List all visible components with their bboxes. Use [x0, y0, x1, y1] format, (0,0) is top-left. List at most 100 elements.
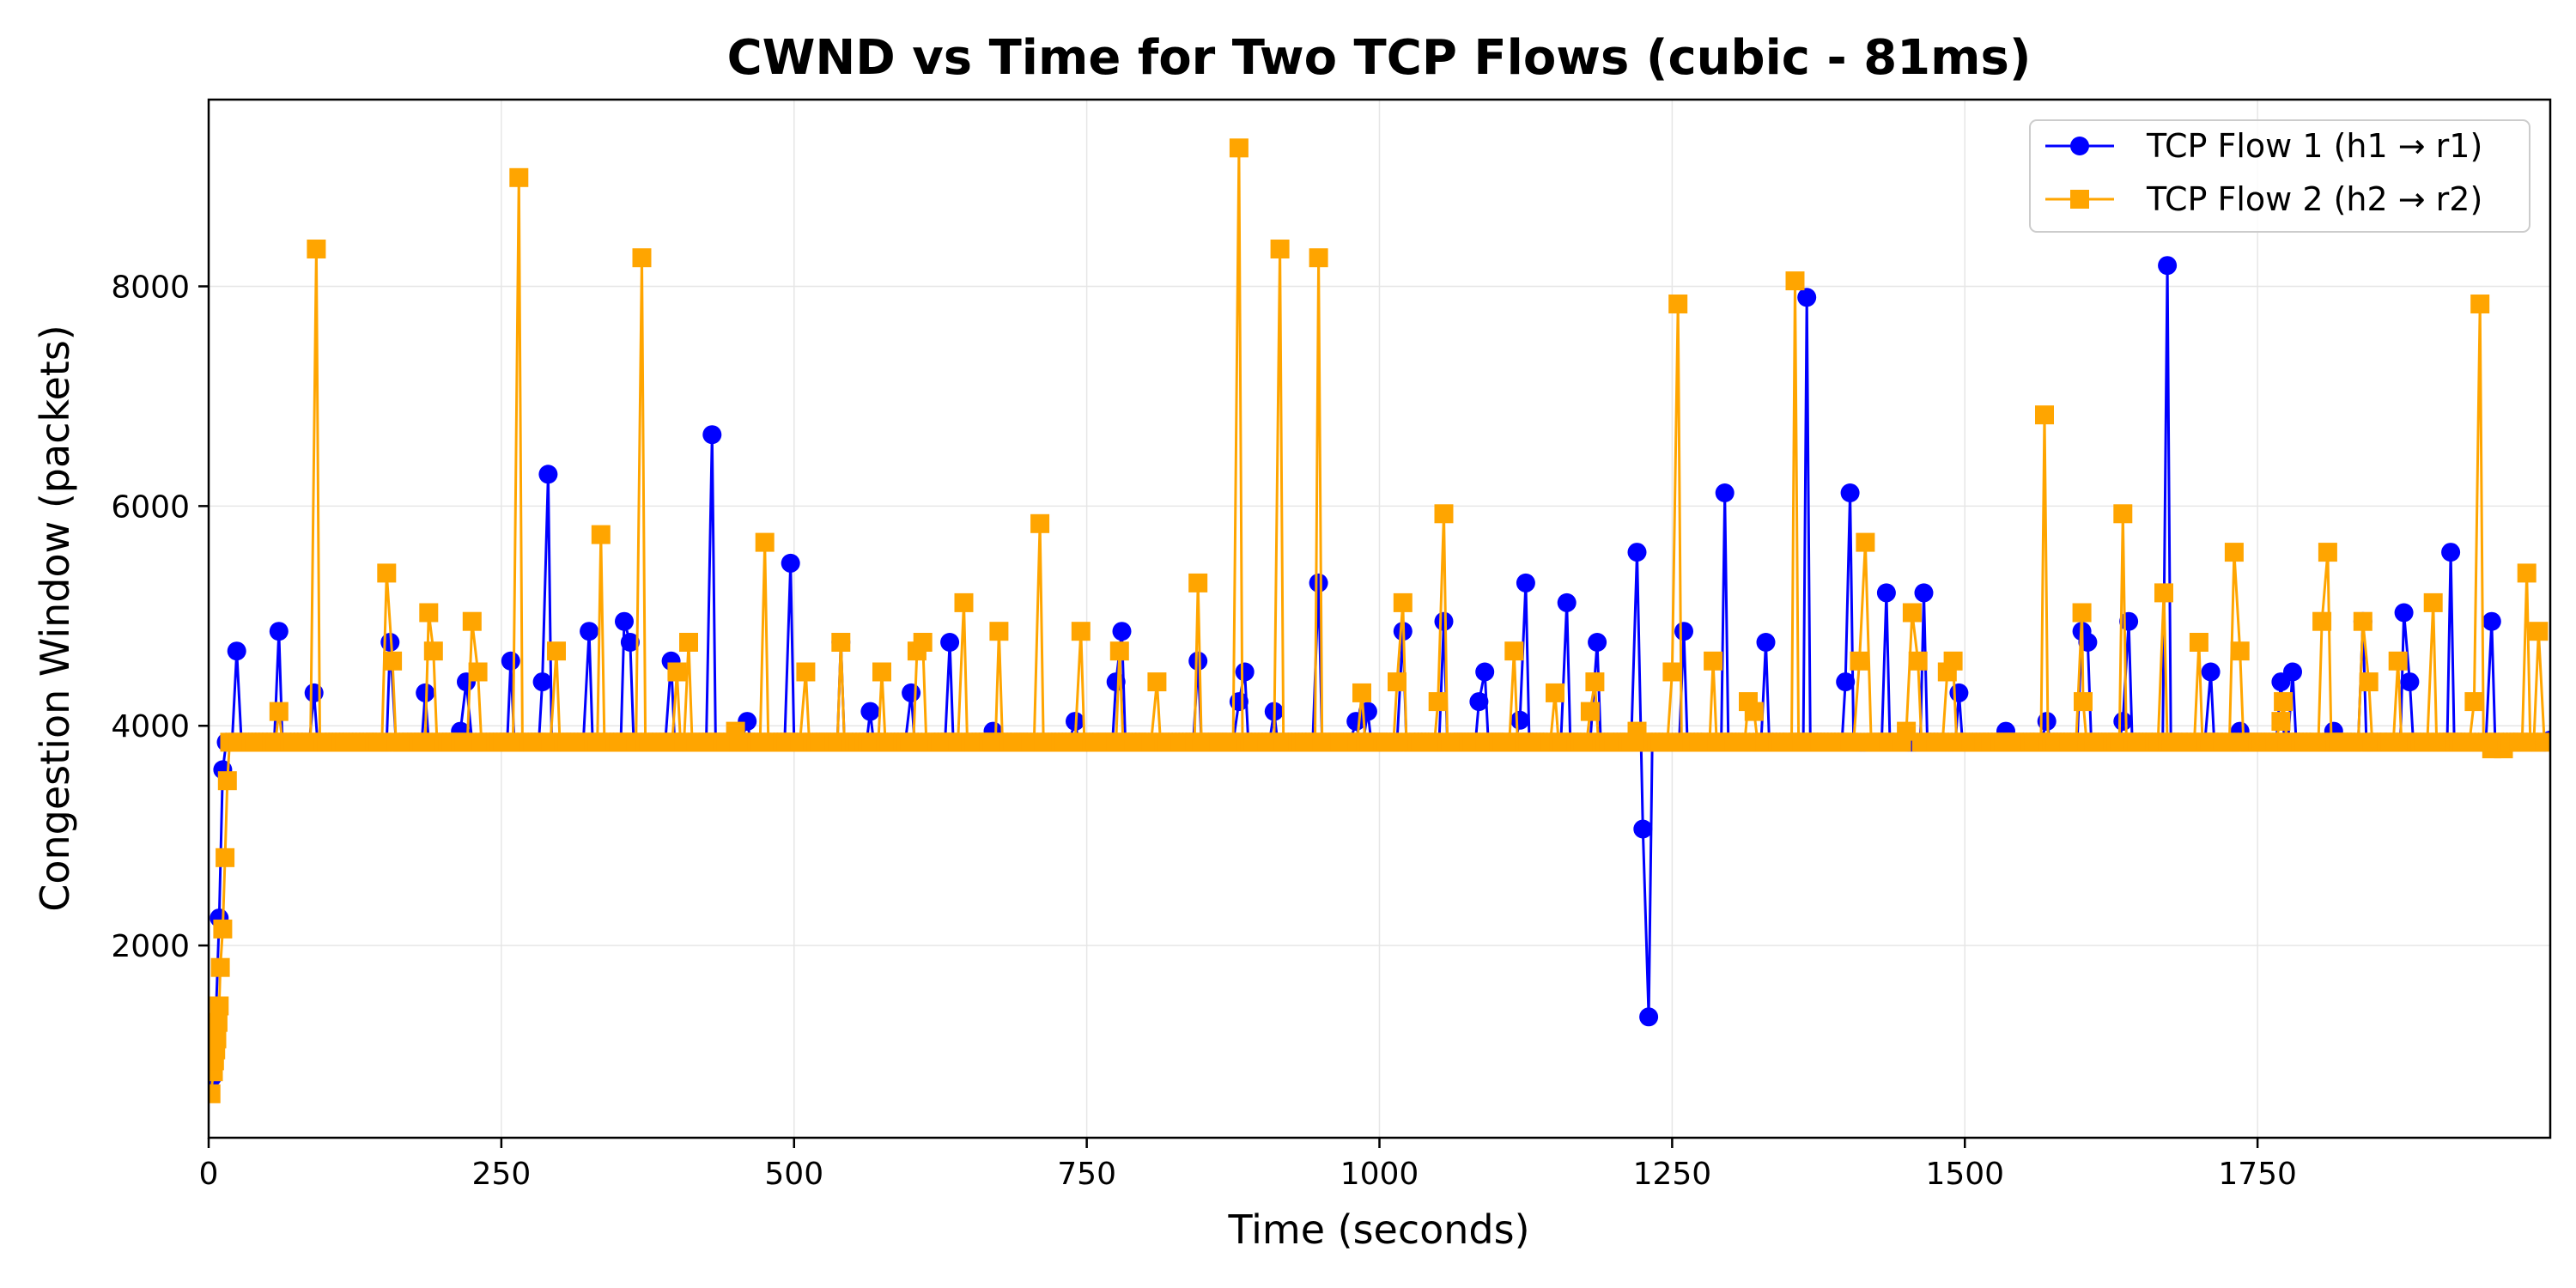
data-point [796, 662, 816, 682]
data-point [2441, 543, 2461, 562]
data-point [1876, 583, 1896, 603]
x-tick-label: 1500 [1925, 1157, 2004, 1192]
data-point [1908, 651, 1928, 671]
data-point [781, 553, 800, 573]
data-point [1235, 662, 1255, 682]
data-point [2158, 256, 2178, 276]
data-point [2470, 295, 2490, 313]
data-point [1639, 1007, 1659, 1027]
data-point [580, 622, 599, 641]
data-point [679, 633, 698, 652]
data-point [209, 1029, 227, 1048]
data-point [667, 662, 687, 682]
data-point [1588, 633, 1607, 652]
data-point [2113, 712, 2133, 732]
data-point [547, 641, 566, 661]
y-tick-label: 4000 [111, 709, 190, 744]
data-point [377, 563, 397, 583]
data-point [1704, 651, 1723, 671]
data-point [213, 919, 233, 939]
data-point [2224, 543, 2244, 562]
data-point [2359, 672, 2379, 692]
legend-label-flow-2: TCP Flow 2 (h2 → r2) [2146, 180, 2482, 218]
x-tick-label: 500 [764, 1157, 823, 1192]
data-point [210, 957, 230, 977]
data-point [1109, 641, 1129, 661]
data-point [1475, 662, 1495, 682]
data-point [591, 525, 611, 544]
data-point [538, 465, 558, 484]
data-point [416, 683, 435, 702]
data-point [1797, 288, 1817, 307]
data-point [307, 240, 326, 258]
data-point [1546, 683, 1564, 702]
data-point [2189, 633, 2208, 652]
data-point [1428, 692, 1448, 712]
data-point [209, 1084, 221, 1103]
data-point [913, 633, 933, 652]
data-point [2035, 405, 2054, 425]
x-tick-label: 250 [472, 1157, 532, 1192]
data-point [1469, 692, 1489, 712]
data-point [1850, 651, 1869, 671]
data-point [1627, 543, 1647, 562]
data-point [2074, 692, 2093, 712]
data-point [954, 592, 974, 612]
data-point [1674, 622, 1693, 641]
data-point [2482, 611, 2501, 631]
data-point [423, 641, 443, 661]
data-point [902, 683, 921, 702]
data-point [2353, 611, 2372, 631]
axis-ticks: 0 250 500 750 1000 1250 1500 1750 2000 4000 6000 80… [111, 270, 2297, 1192]
data-point [1840, 483, 1860, 502]
data-point [419, 603, 439, 623]
data-point [210, 996, 229, 1016]
data-point [872, 662, 891, 682]
series-2 [209, 138, 2550, 1103]
data-point [755, 532, 775, 552]
plot-series [209, 138, 2550, 1103]
data-point [2274, 692, 2293, 712]
data-point [2271, 712, 2291, 732]
data-point [831, 633, 851, 652]
data-point [1836, 672, 1856, 692]
data-point [227, 641, 246, 661]
y-axis-label: Congestion Window (packets) [32, 325, 78, 912]
data-point [2154, 583, 2173, 603]
legend-box [2029, 119, 2530, 233]
data-point [269, 622, 289, 641]
data-point [2283, 662, 2302, 682]
data-point [2318, 543, 2337, 562]
data-point [1785, 271, 1805, 291]
data-point [1902, 603, 1922, 623]
data-point [632, 248, 652, 268]
data-point [217, 771, 237, 791]
data-point [2388, 651, 2408, 671]
data-point [1352, 683, 1371, 702]
data-point [1106, 672, 1126, 692]
data-point [620, 633, 640, 652]
x-tick-label: 0 [199, 1157, 219, 1192]
data-point [1504, 641, 1524, 661]
data-point [2400, 672, 2420, 692]
data-point [216, 848, 235, 867]
data-point [2113, 504, 2133, 524]
data-point [989, 622, 1009, 641]
data-point [1662, 662, 1682, 682]
data-point [2529, 622, 2549, 641]
data-point [269, 702, 289, 721]
data-point [532, 672, 552, 692]
x-axis-label: Time (seconds) [1227, 1206, 1529, 1253]
data-point [509, 167, 529, 187]
data-point [2312, 611, 2332, 631]
legend-label-flow-1: TCP Flow 1 (h1 → r1) [2146, 127, 2482, 165]
data-point [2535, 732, 2550, 752]
data-point [1434, 611, 1454, 631]
data-point [462, 611, 482, 631]
data-point [2517, 563, 2537, 583]
y-tick-label: 8000 [111, 270, 190, 305]
data-point [1844, 732, 1863, 752]
grid [208, 100, 2550, 1138]
data-point [1147, 672, 1167, 692]
data-point [1715, 483, 1735, 502]
